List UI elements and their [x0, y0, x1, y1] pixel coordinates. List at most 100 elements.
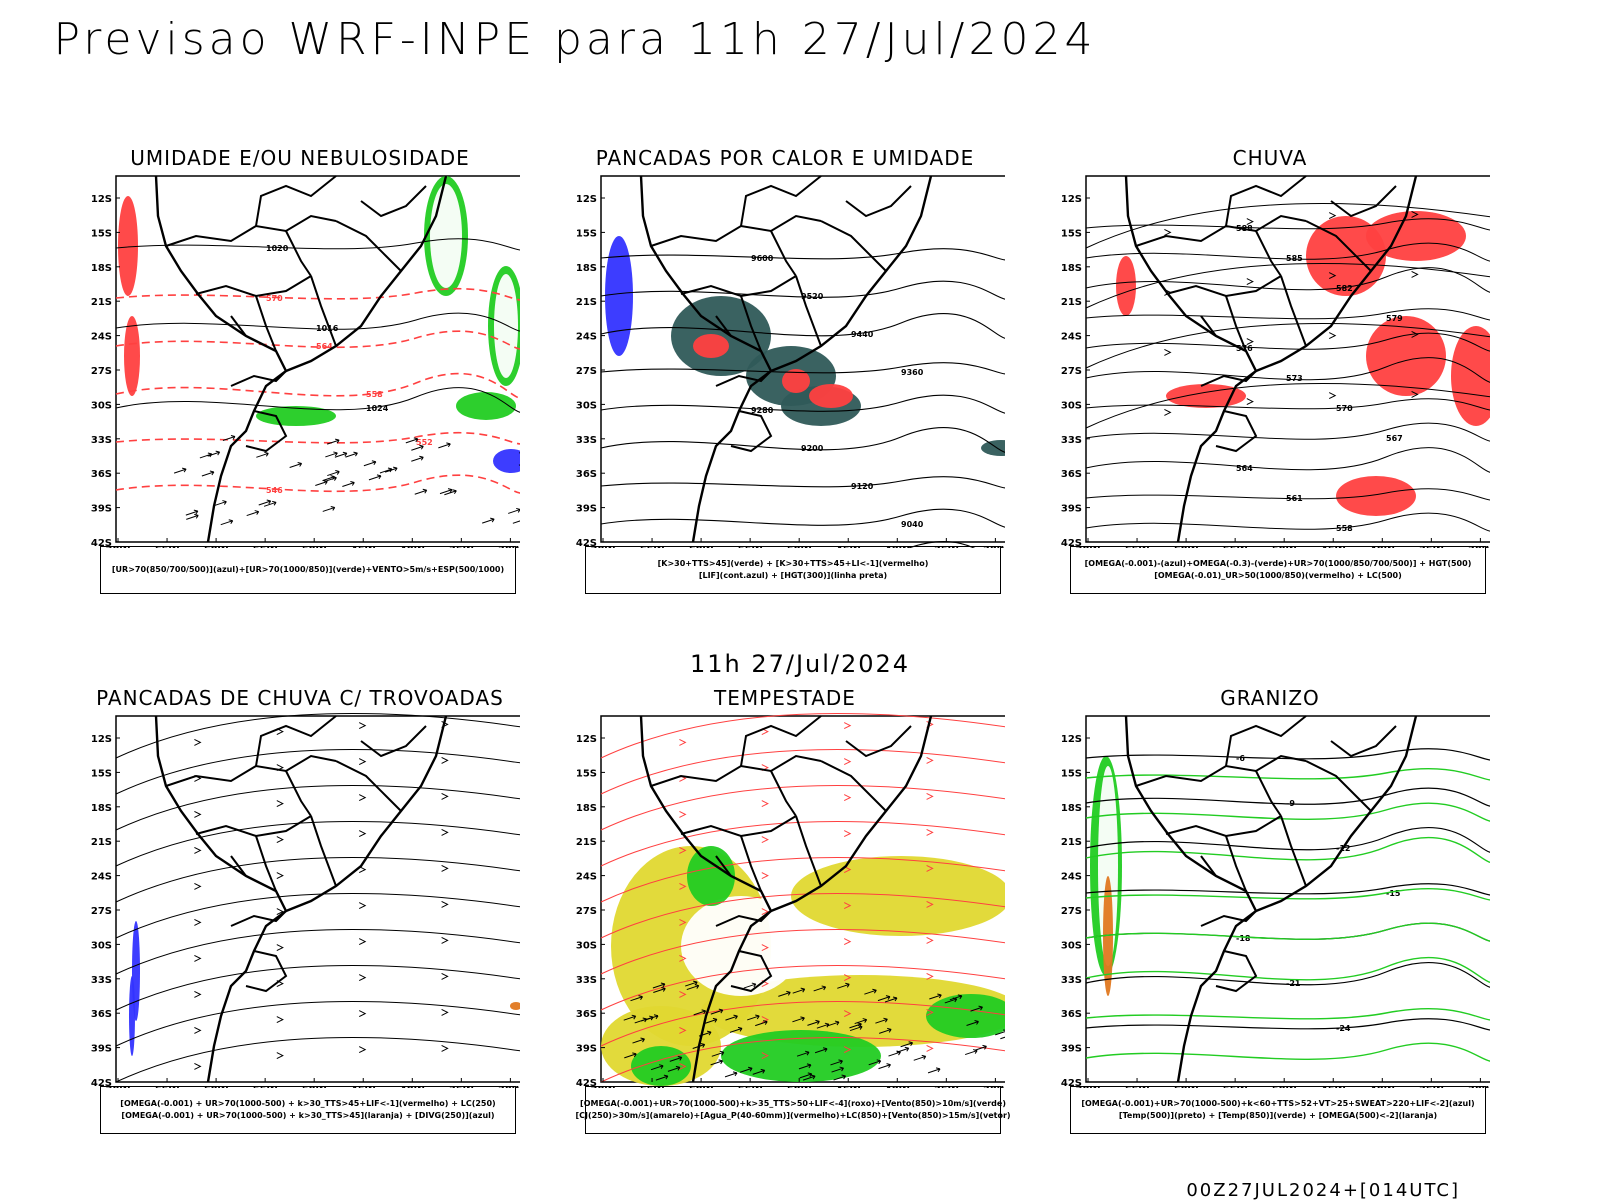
contour-label: -15	[1386, 889, 1401, 898]
country-border	[1330, 725, 1397, 758]
lat-tick-label: 30S	[1061, 940, 1082, 951]
streamline-arrow	[926, 972, 934, 980]
lat-tick-label: 12S	[576, 194, 597, 205]
streamline-arrow	[926, 792, 934, 800]
wind-vector	[875, 1017, 888, 1024]
lat-tick-label: 18S	[576, 803, 597, 814]
contour-lines: 1020 1016 1024	[115, 238, 520, 413]
main-title: Previsao WRF-INPE para 11h 27/Jul/2024	[53, 14, 1097, 65]
continent-outline	[639, 715, 933, 1083]
legend-line: [UR>70(850/700/500)](azul)+[UR>70(1000/8…	[111, 565, 505, 574]
lat-tick-label: 33S	[91, 975, 112, 986]
wind-vector	[334, 451, 348, 458]
shaded-patch	[701, 975, 1005, 1047]
streamline-arrow	[679, 1062, 687, 1070]
wind-vector	[632, 1037, 645, 1044]
country-border	[1255, 230, 1282, 277]
contour-label: 9520	[801, 292, 824, 301]
wind-vector	[624, 1052, 637, 1059]
country-border	[1280, 275, 1307, 347]
legend-line: [LIF](cont.azul) + [HGT(300)](linha pret…	[698, 571, 888, 580]
contour-line	[1085, 956, 1490, 983]
country-border	[1215, 410, 1258, 453]
streamline-arrow	[194, 954, 202, 962]
streamlines	[1085, 202, 1490, 429]
contour-line	[600, 476, 1005, 489]
streamline	[115, 748, 520, 795]
legend-line: [OMEGA(-0.001)-(azul)+OMEGA(-0.3)-(verde…	[1084, 559, 1472, 568]
shaded-patch	[981, 440, 1005, 456]
country-border	[1200, 370, 1257, 387]
legend-box: [OMEGA(-0.001)-(azul)+OMEGA(-0.3)-(verde…	[1070, 546, 1486, 594]
wind-vector	[327, 470, 340, 477]
shaded-patch	[510, 1002, 520, 1010]
wind-vector	[807, 1019, 820, 1026]
country-border	[285, 230, 312, 277]
contour-line	[115, 330, 520, 350]
country-border	[310, 815, 337, 887]
lat-tick-label: 39S	[91, 504, 112, 515]
lat-tick-label: 36S	[1061, 469, 1082, 480]
lat-tick-label: 33S	[576, 975, 597, 986]
lat-tick-label: 21S	[91, 297, 112, 308]
wind-vector	[884, 996, 898, 1003]
panel-title: PANCADAS DE CHUVA C/ TROVOADAS	[96, 686, 504, 710]
shaded-patch	[430, 184, 462, 288]
wind-vector	[724, 1071, 738, 1078]
streamline-arrow	[843, 938, 852, 946]
lat-tick-label: 42S	[91, 538, 112, 548]
streamline-arrow	[194, 810, 202, 818]
contour-label: 9600	[751, 254, 774, 263]
country-border	[1225, 175, 1307, 227]
streamline-arrow	[358, 1046, 367, 1054]
shaded-patch	[1336, 476, 1416, 516]
wind-vector	[792, 1016, 805, 1023]
contour-line	[1085, 488, 1490, 501]
wind-vector	[512, 520, 520, 524]
lat-tick-label: 21S	[1061, 837, 1082, 848]
coastline-west	[639, 175, 773, 543]
wind-vector	[342, 480, 355, 487]
streamline	[115, 856, 520, 903]
country-border	[245, 410, 288, 453]
wind-vector	[868, 1059, 882, 1066]
streamline-arrow	[1328, 392, 1337, 400]
contour-lines: 570 564 558 552 546	[115, 288, 520, 495]
lat-tick-label: 36S	[576, 1009, 597, 1020]
contour-line	[600, 394, 1005, 414]
panel-trovoadas: PANCADAS DE CHUVA C/ TROVOADAS 12S 15S 18S…	[80, 686, 520, 1156]
contour-line	[1085, 332, 1490, 352]
contour-lines: 960095209440936092809200912090408960	[600, 248, 1005, 548]
streamline-arrow	[1411, 390, 1419, 398]
streamline-arrow	[358, 938, 367, 946]
streamline-arrow	[843, 866, 852, 874]
streamline-arrow	[843, 758, 852, 766]
streamline-arrow	[441, 900, 449, 908]
lat-tick-label: 36S	[91, 469, 112, 480]
legend-box: [OMEGA(-0.001) + UR>70(1000-500) + k>30_…	[100, 1086, 516, 1134]
wind-vector	[949, 994, 963, 1001]
shaded-patch	[256, 406, 336, 426]
contour-line	[1085, 308, 1490, 321]
contour-label: 9200	[801, 444, 824, 453]
wind-vector	[778, 990, 791, 997]
streamline-arrow	[441, 792, 449, 800]
lat-tick-label: 39S	[576, 1044, 597, 1055]
wind-vector	[655, 1074, 669, 1081]
streamline-arrow	[926, 864, 934, 872]
shaded-patch	[493, 449, 520, 473]
contour-line	[1085, 961, 1490, 988]
humidity-red	[118, 196, 140, 396]
streamline-arrow	[843, 902, 852, 910]
wind-vector	[201, 470, 215, 477]
lat-tick-label: 21S	[576, 297, 597, 308]
lat-tick-label: 18S	[91, 803, 112, 814]
country-border	[740, 835, 762, 892]
lat-tick-label: 30S	[1061, 400, 1082, 411]
wind-vector	[813, 985, 827, 992]
shaded-patch	[456, 392, 516, 420]
lat-tick-label: 15S	[576, 768, 597, 779]
wind-vector	[900, 1041, 914, 1048]
wind-vector	[799, 1072, 813, 1079]
country-border	[360, 725, 427, 758]
